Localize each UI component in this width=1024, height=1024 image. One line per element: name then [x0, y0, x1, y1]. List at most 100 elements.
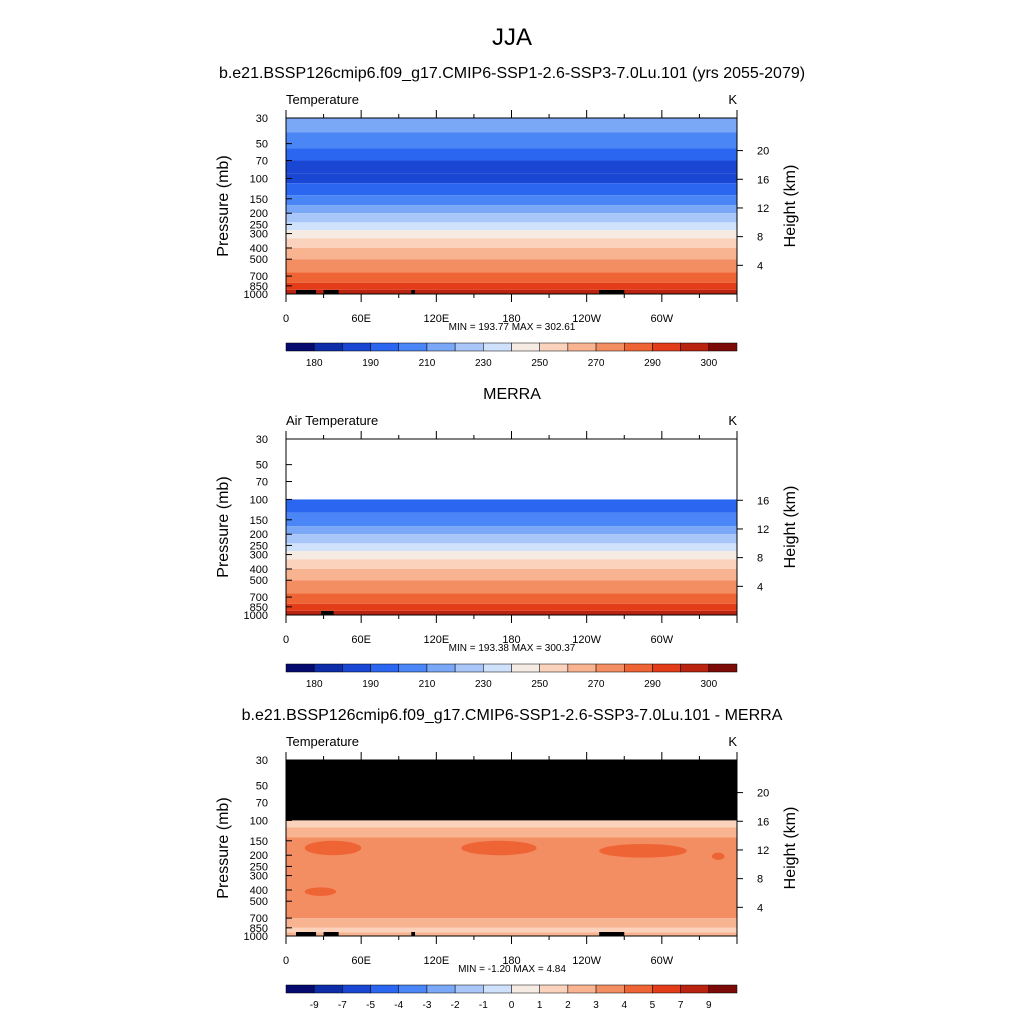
topography [599, 290, 625, 294]
colorbar-swatch [370, 663, 399, 673]
colorbar-label: -4 [394, 1000, 403, 1011]
x-tick-label: 60W [651, 955, 674, 967]
colorbar-swatch [680, 342, 710, 352]
colorbar-label: 0 [509, 1000, 515, 1011]
colorbar-label: 300 [700, 679, 717, 690]
units-label: K [728, 734, 737, 749]
y-tick-label: 150 [250, 515, 268, 527]
height-tick-label: 20 [757, 146, 769, 158]
topography [411, 290, 416, 294]
height-tick-label: 12 [757, 524, 769, 536]
colorbar-label: 5 [650, 1000, 656, 1011]
topography [296, 290, 317, 294]
y-axis-title: Pressure (mb) [215, 476, 232, 577]
y-tick-label: 50 [256, 781, 268, 793]
x-tick-label: 60E [351, 313, 371, 325]
y-tick-label: 200 [250, 529, 268, 541]
colorbar-swatch [567, 342, 597, 352]
contour-band [286, 230, 737, 239]
contour-band [286, 918, 737, 928]
x-tick-label: 120W [572, 634, 601, 646]
panel-1: b.e21.BSSP126cmip6.f09_g17.CMIP6-SSP1-2.… [215, 65, 805, 369]
height-tick-label: 4 [757, 902, 763, 914]
colorbar-label: 270 [588, 358, 605, 369]
contour-band [286, 932, 737, 936]
x-tick-label: 0 [283, 955, 289, 967]
colorbar-swatch [652, 663, 681, 673]
stats-text: MIN = 193.38 MAX = 300.37 [449, 643, 576, 654]
colorbar-swatch [454, 663, 484, 673]
colorbar-label: 210 [419, 358, 436, 369]
y-tick-label: 1000 [244, 610, 268, 622]
panel-3: b.e21.BSSP126cmip6.f09_g17.CMIP6-SSP1-2.… [215, 707, 799, 1011]
contour-band [286, 118, 737, 133]
colorbar-swatch [426, 984, 456, 994]
colorbar-label: 250 [531, 358, 548, 369]
topography [296, 932, 317, 936]
colorbar-swatch [483, 663, 512, 673]
colorbar-swatch [708, 342, 738, 352]
topography [599, 932, 625, 936]
contour-band [286, 259, 737, 273]
contour-band [286, 593, 737, 604]
colorbar-label: 190 [362, 358, 379, 369]
colorbar-swatch [652, 984, 681, 994]
x-tick-label: 60W [651, 313, 674, 325]
contour-band [286, 173, 737, 184]
contour-band [286, 282, 737, 290]
colorbar-label: 230 [475, 679, 492, 690]
colorbar-swatch [680, 663, 710, 673]
y-tick-label: 30 [256, 755, 268, 767]
x-tick-label: 180 [502, 634, 520, 646]
contour-band [286, 213, 737, 223]
contour-band [286, 132, 737, 149]
contour-band [286, 289, 737, 294]
colorbar-swatch [680, 984, 710, 994]
colorbar-label: 1 [537, 1000, 543, 1011]
contour-band [286, 160, 737, 174]
height-tick-label: 4 [757, 581, 763, 593]
y-axis-title-right: Height (km) [782, 486, 799, 569]
x-tick-label: 120E [423, 955, 449, 967]
contour-patch [599, 844, 687, 858]
colorbar-swatch [511, 342, 540, 352]
contour-band [286, 205, 737, 214]
colorbar-swatch [398, 984, 428, 994]
colorbar-label: -1 [479, 1000, 488, 1011]
field-label: Air Temperature [286, 413, 378, 428]
height-tick-label: 8 [757, 874, 763, 886]
y-axis-title-right: Height (km) [782, 165, 799, 248]
y-tick-label: 200 [250, 850, 268, 862]
x-tick-label: 120E [423, 313, 449, 325]
colorbar-swatch [624, 663, 653, 673]
height-tick-label: 16 [757, 174, 769, 186]
y-tick-label: 850 [250, 923, 268, 935]
colorbar-swatch [454, 984, 484, 994]
colorbar-label: 9 [706, 1000, 712, 1011]
x-tick-label: 120E [423, 634, 449, 646]
y-tick-label: 150 [250, 836, 268, 848]
y-tick-label: 70 [256, 477, 268, 489]
y-tick-label: 400 [250, 243, 268, 255]
y-tick-label: 250 [250, 861, 268, 873]
topography [323, 932, 339, 936]
y-tick-label: 50 [256, 139, 268, 151]
colorbar-swatch [454, 342, 484, 352]
y-tick-label: 1000 [244, 931, 268, 943]
colorbar-swatch [708, 663, 738, 673]
colorbar-label: 4 [621, 1000, 627, 1011]
colorbar-swatch [539, 663, 569, 673]
contour-band [286, 534, 737, 544]
colorbar-label: 210 [419, 679, 436, 690]
contour-band [286, 238, 737, 249]
x-tick-label: 180 [502, 955, 520, 967]
y-tick-label: 50 [256, 460, 268, 472]
y-tick-label: 100 [250, 173, 268, 185]
y-tick-label: 850 [250, 281, 268, 293]
contour-band [286, 603, 737, 611]
y-tick-label: 30 [256, 434, 268, 446]
y-tick-label: 700 [250, 592, 268, 604]
height-tick-label: 8 [757, 553, 763, 565]
colorbar-swatch [313, 342, 343, 352]
